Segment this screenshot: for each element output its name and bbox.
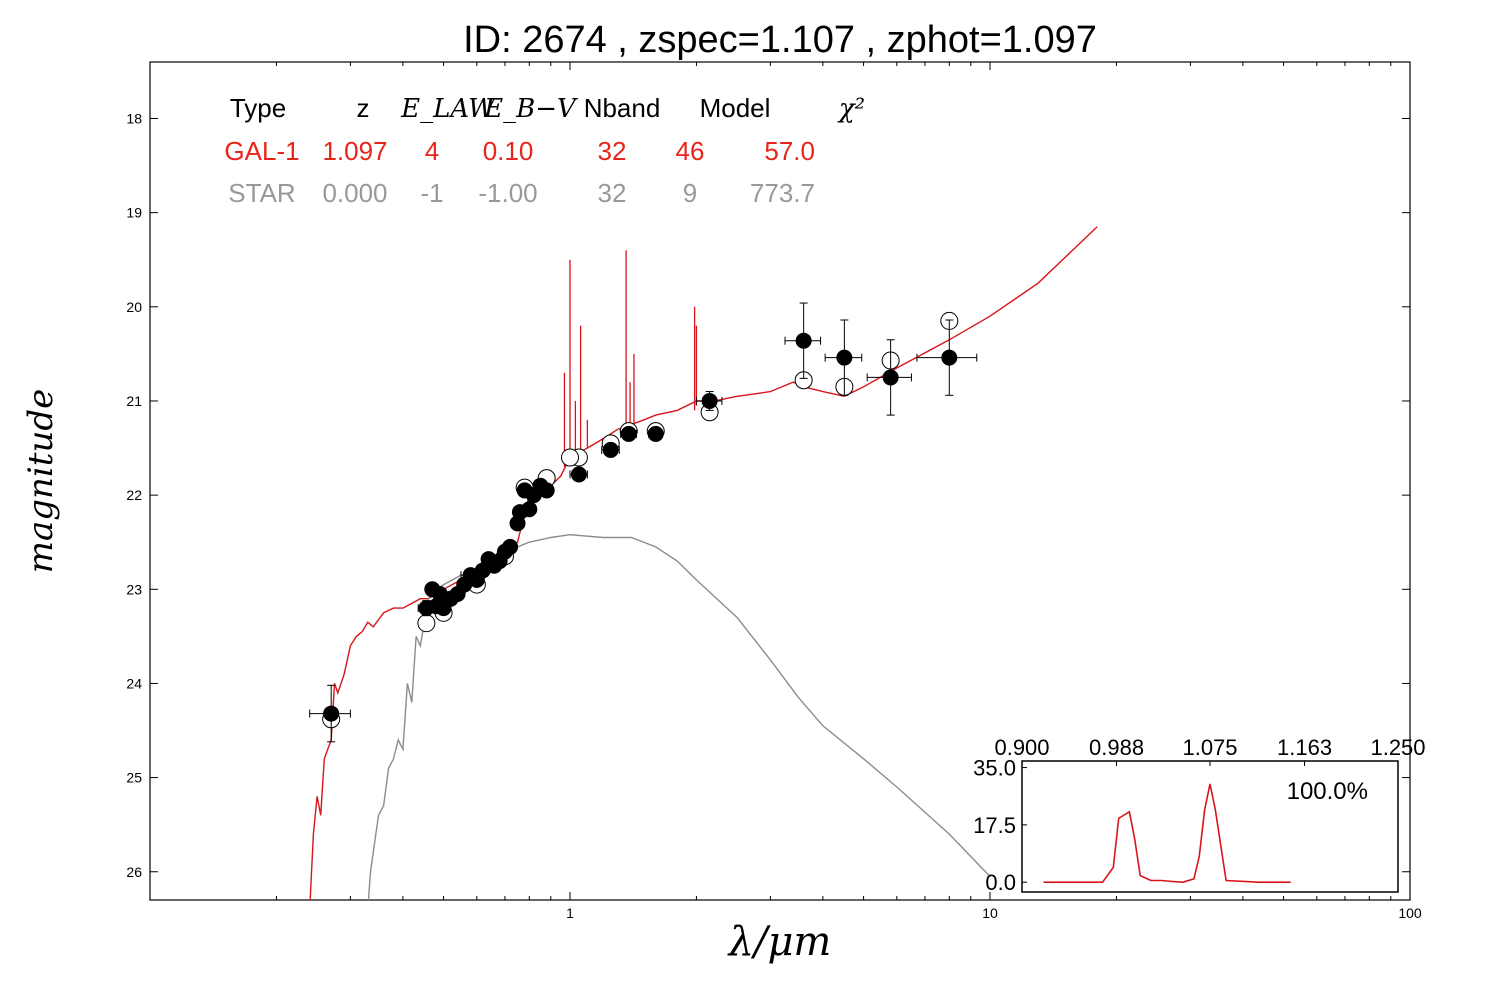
y-axis-label: magnitude xyxy=(21,389,61,574)
model-point xyxy=(561,448,579,467)
observed-point xyxy=(941,349,958,366)
table-header: χ² xyxy=(837,94,865,124)
table-cell: 4 xyxy=(425,136,439,166)
table-cell: 32 xyxy=(598,178,627,208)
observed-point xyxy=(620,425,637,442)
table-cell: 0.10 xyxy=(483,136,534,166)
inset-y-tick-label: 35.0 xyxy=(973,756,1016,781)
y-tick-label: 19 xyxy=(126,205,142,221)
y-tick-label: 18 xyxy=(126,110,142,126)
y-tick-label: 26 xyxy=(126,864,142,880)
x-tick-label: 100 xyxy=(1398,905,1422,921)
inset-x-tick-label: 1.075 xyxy=(1182,735,1237,760)
table-header: E_B−V xyxy=(483,94,578,124)
inset-y-tick-label: 17.5 xyxy=(973,813,1016,838)
table-header: Model xyxy=(700,93,771,123)
axis-ticks: 18 19 20 21 22 23 24 25 26 1 10 100 xyxy=(126,62,1422,921)
table-cell: 57.0 xyxy=(764,136,815,166)
observed-point xyxy=(647,425,664,442)
points-layer xyxy=(309,302,978,743)
y-tick-label: 22 xyxy=(126,487,142,503)
table-cell: 32 xyxy=(598,136,627,166)
main-plot: 18 19 20 21 22 23 24 25 26 1 10 100 xyxy=(126,61,1422,921)
table-cell: -1 xyxy=(420,178,443,208)
table-header: Type xyxy=(230,93,286,123)
observed-point xyxy=(882,369,899,386)
inset-y-tick-label: 0.0 xyxy=(985,870,1016,895)
observed-point xyxy=(701,392,718,409)
table-header: z xyxy=(357,93,370,123)
observed-point xyxy=(323,705,340,722)
table-cell: 46 xyxy=(676,136,705,166)
table-cell: 773.7 xyxy=(750,178,815,208)
inset-x-tick-label: 1.163 xyxy=(1277,735,1332,760)
observed-point xyxy=(538,482,555,499)
observed-point xyxy=(502,538,519,555)
table-header: Nband xyxy=(584,93,661,123)
table-cell: 0.000 xyxy=(322,178,387,208)
y-tick-label: 25 xyxy=(126,770,142,786)
inset-x-tick-label: 0.900 xyxy=(994,735,1049,760)
inset-x-tick-label: 1.250 xyxy=(1370,735,1425,760)
table-header: E_LAW xyxy=(400,94,497,124)
inset-frame xyxy=(1021,760,1399,893)
inset-x-tick-label: 0.988 xyxy=(1089,735,1144,760)
x-axis-label: λ/μm xyxy=(727,919,832,965)
table-cell: 9 xyxy=(683,178,697,208)
model-point xyxy=(417,614,436,633)
observed-point xyxy=(836,349,853,366)
series-line-gal-1 xyxy=(309,226,1098,900)
observed-point xyxy=(795,332,812,349)
y-tick-label: 23 xyxy=(126,581,142,597)
observed-point xyxy=(602,441,619,458)
pdz-line xyxy=(1043,783,1291,884)
chart-title: ID: 2674 , zspec=1.107 , zphot=1.097 xyxy=(463,19,1097,61)
redshift-pdf-inset: 0.900 0.988 1.075 1.163 1.250 0.0 17.5 35.0 100.… xyxy=(973,735,1425,895)
y-tick-label: 24 xyxy=(126,675,142,691)
y-tick-label: 21 xyxy=(126,393,142,409)
table-cell: GAL-1 xyxy=(224,136,299,166)
x-tick-label: 10 xyxy=(982,905,998,921)
table-cell: -1.00 xyxy=(478,178,537,208)
y-tick-label: 20 xyxy=(126,299,142,315)
observed-point xyxy=(521,501,538,518)
x-tick-label: 1 xyxy=(566,905,574,921)
series-layer xyxy=(309,226,1098,900)
inset-annotation: 100.0% xyxy=(1287,778,1368,805)
observed-point xyxy=(570,466,587,483)
plot-frame xyxy=(149,61,1411,901)
table-cell: 1.097 xyxy=(322,136,387,166)
table-cell: STAR xyxy=(228,178,295,208)
